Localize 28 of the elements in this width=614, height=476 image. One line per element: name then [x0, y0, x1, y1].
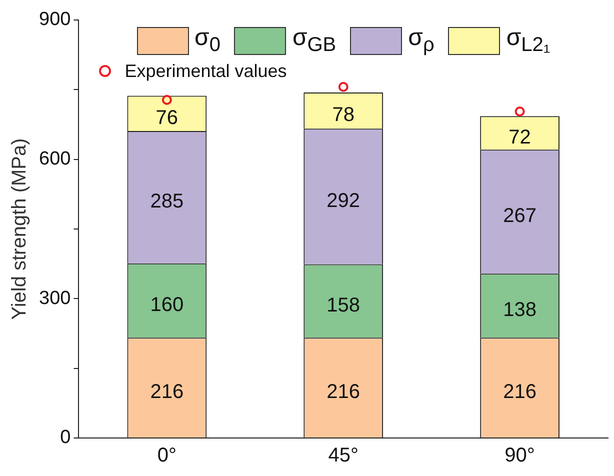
data-label: 216	[150, 381, 184, 404]
data-label: 285	[150, 190, 184, 213]
x-tick-label: 90°	[504, 444, 535, 467]
data-label: 292	[326, 190, 360, 212]
data-label: 216	[503, 381, 536, 404]
x-tick-label: 0°	[157, 444, 176, 467]
data-label: 158	[326, 294, 360, 317]
data-label: 78	[332, 104, 354, 126]
legend-label: Experimental values	[124, 60, 287, 82]
legend-label: σ$_{ρ}$	[408, 24, 434, 58]
y-tick-label: 300	[39, 288, 71, 309]
data-label: 76	[156, 106, 178, 129]
legend-label: σ$_{GB}$	[292, 24, 336, 58]
x-tick-label: 45°	[328, 444, 358, 467]
legend-label: σ$_{0}$	[194, 24, 220, 58]
point	[338, 82, 348, 92]
data-label: 72	[508, 126, 531, 148]
data-label: 160	[150, 294, 184, 316]
point	[514, 106, 525, 116]
y-tick-label: 600	[39, 148, 71, 170]
point	[162, 94, 172, 105]
y-tick-label: 0	[60, 427, 71, 448]
legend-label: σ$_{L2₁}$	[506, 24, 550, 58]
data-label: 267	[503, 205, 536, 228]
data-label: 216	[326, 381, 360, 404]
data-label: 138	[503, 299, 536, 322]
y-axis-title: Yield strength (MPa)	[8, 138, 31, 320]
y-tick-label: 900	[39, 9, 71, 30]
